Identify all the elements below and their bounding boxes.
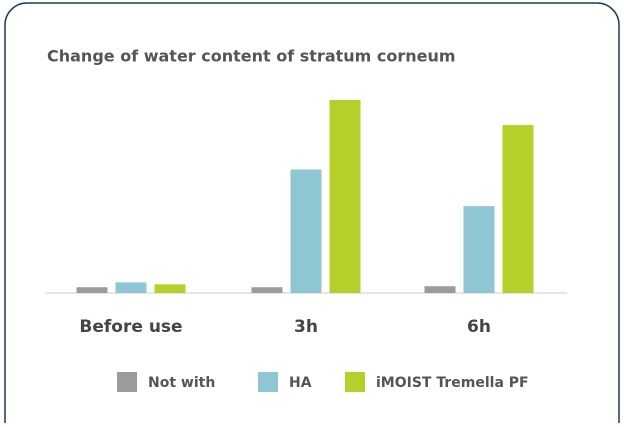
legend-swatch <box>258 372 278 392</box>
bar <box>329 100 361 293</box>
bar <box>154 284 186 293</box>
legend-swatch <box>345 372 365 392</box>
x-tick-label: Before use <box>79 317 182 337</box>
bar <box>76 287 108 293</box>
legend-swatch <box>117 372 137 392</box>
legend-label: Not with <box>148 375 215 391</box>
legend-label: iMOIST Tremella PF <box>376 375 529 391</box>
bar <box>463 206 495 293</box>
chart-title: Change of water content of stratum corne… <box>47 47 456 66</box>
bar <box>290 169 322 293</box>
x-tick-label: 6h <box>467 317 491 337</box>
x-tick-label: 3h <box>294 317 318 337</box>
bar <box>502 125 534 293</box>
legend-label: HA <box>289 375 312 391</box>
bar <box>424 286 456 293</box>
bar <box>115 282 147 293</box>
bar <box>251 287 283 293</box>
